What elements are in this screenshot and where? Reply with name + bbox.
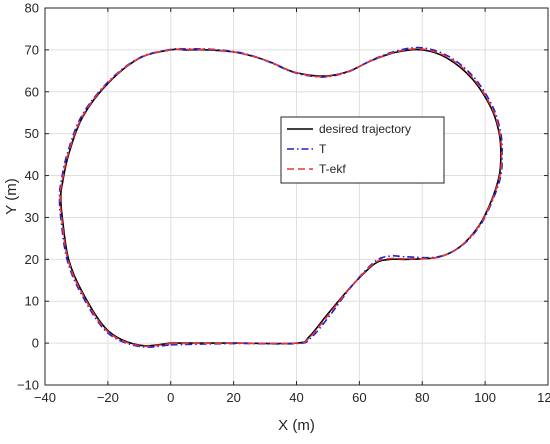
y-tick-label: 30 [25,210,39,225]
x-tick-label: 120 [537,390,550,405]
y-tick-label: 20 [25,252,39,267]
x-tick-label: −40 [34,390,56,405]
y-tick-label: 40 [25,168,39,183]
y-axis-label: Y (m) [3,178,20,214]
legend-box [280,116,445,184]
x-axis-label: X (m) [278,417,315,434]
y-tick-label: 80 [25,1,39,16]
y-tick-label: −10 [17,378,39,393]
legend-label: desired trajectory [319,122,411,136]
series-line-t-ekf [59,47,503,347]
y-tick-label: 70 [25,42,39,57]
legend-label: T-ekf [319,162,346,176]
y-tick-label: 50 [25,126,39,141]
x-tick-label: 80 [415,390,429,405]
y-tick-label: 60 [25,84,39,99]
plot-frame [44,7,549,386]
x-tick-label: 40 [289,390,303,405]
series-line-t [58,46,503,348]
y-tick-label: 10 [25,294,39,309]
x-tick-label: 60 [352,390,366,405]
x-tick-label: 20 [226,390,240,405]
legend: desired trajectory T T-ekf [280,116,445,184]
series-lines [58,46,503,348]
x-tick-label: 0 [167,390,174,405]
x-tick-label: 100 [474,390,496,405]
legend-label: T [319,142,327,156]
x-tick-label: −20 [97,390,119,405]
y-tick-label: 0 [32,336,39,351]
